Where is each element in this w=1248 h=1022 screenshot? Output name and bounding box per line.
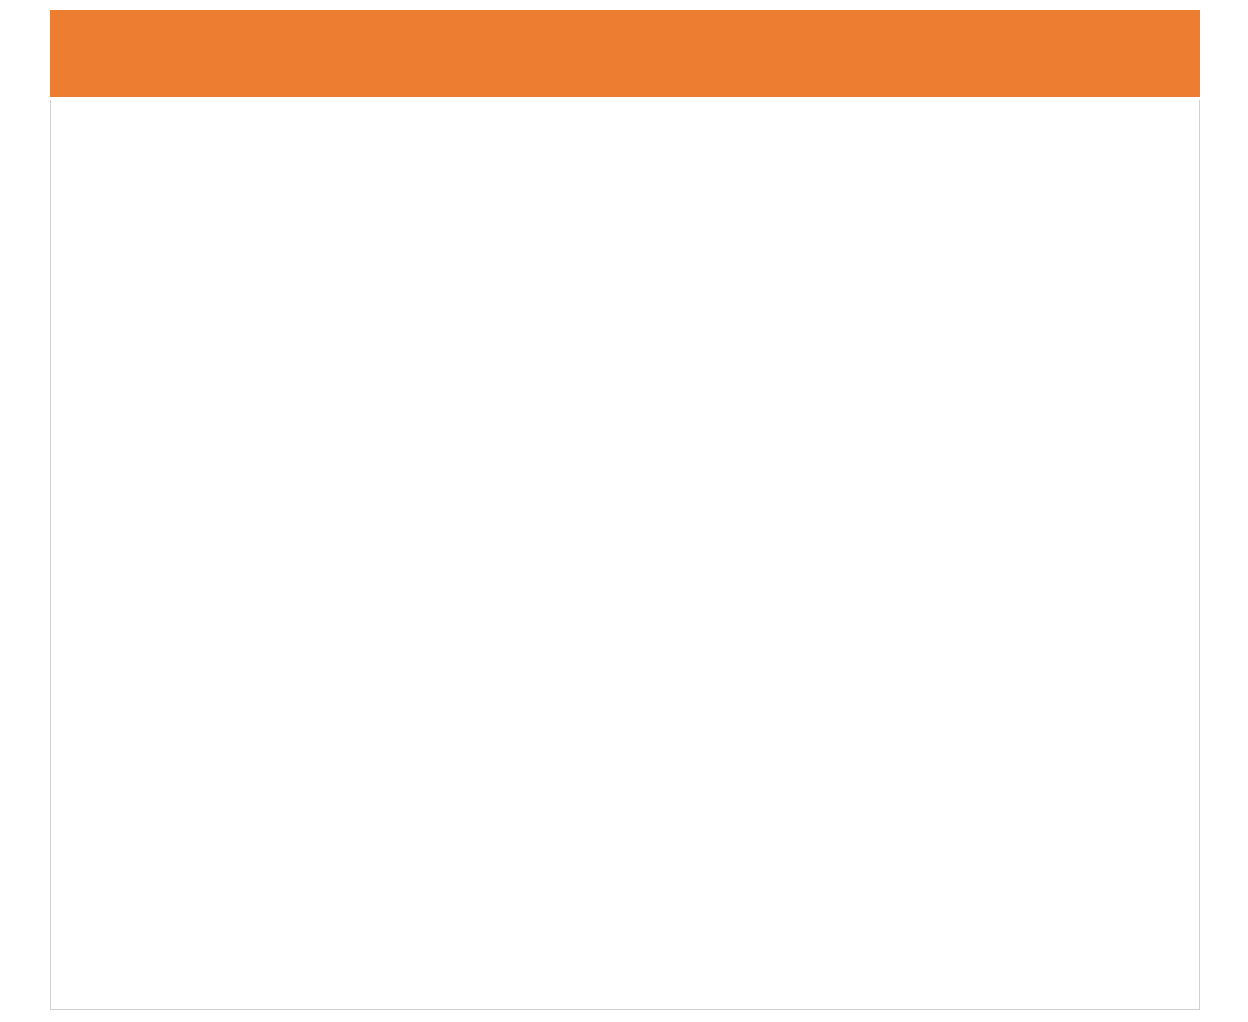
title-bar-right	[1113, 10, 1200, 100]
title-bar	[50, 10, 1113, 100]
diagram-frame	[50, 10, 1200, 1010]
